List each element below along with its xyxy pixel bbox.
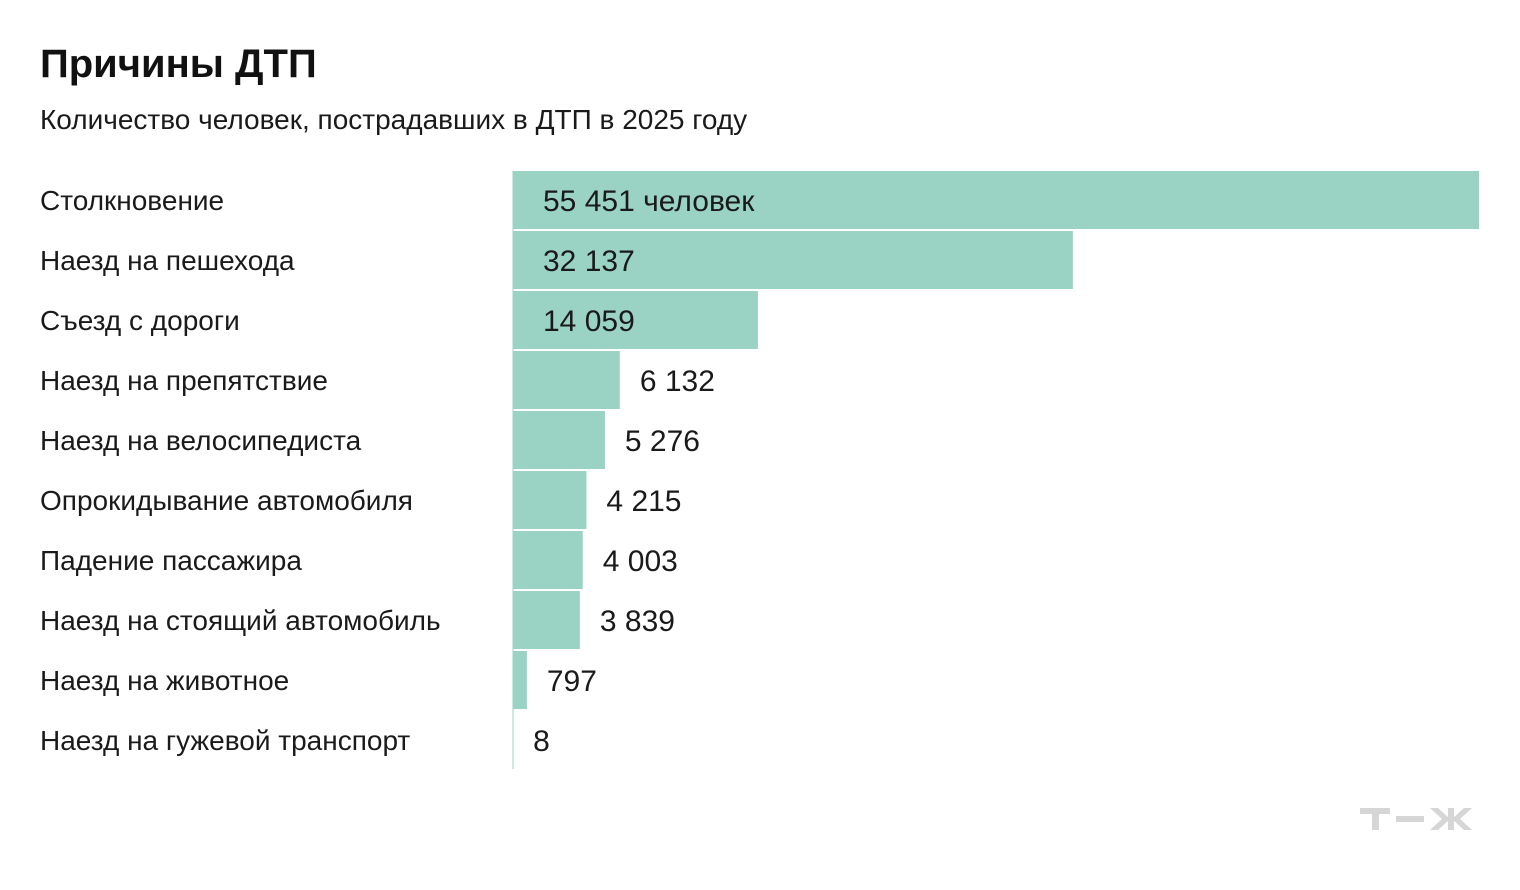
value-label: 6 132: [640, 365, 715, 398]
value-label: 4 215: [606, 485, 681, 518]
category-label: Падение пассажира: [40, 545, 302, 576]
bar: [513, 591, 580, 649]
value-label: 797: [547, 665, 597, 698]
bar: [513, 231, 1073, 289]
category-label: Наезд на животное: [40, 665, 289, 696]
category-label: Столкновение: [40, 185, 224, 216]
chart-subtitle: Количество человек, пострадавших в ДТП в…: [40, 104, 748, 135]
category-label: Опрокидывание автомобиля: [40, 485, 413, 516]
category-label: Наезд на препятствие: [40, 365, 328, 396]
value-label: 5 276: [625, 425, 700, 458]
bar: [513, 651, 527, 709]
value-label: 55 451 человек: [543, 185, 755, 218]
value-label: 8: [533, 725, 550, 758]
tj-logo-icon: [1360, 808, 1472, 830]
value-label: 4 003: [603, 545, 678, 578]
bar: [513, 531, 583, 589]
category-label: Наезд на стоящий автомобиль: [40, 605, 441, 636]
bar: [513, 471, 587, 529]
bar: [513, 291, 758, 349]
category-label: Съезд с дороги: [40, 305, 240, 336]
bar: [513, 351, 620, 409]
category-label: Наезд на велосипедиста: [40, 425, 362, 456]
bar: [513, 171, 1479, 229]
value-label: 32 137: [543, 245, 635, 278]
chart-title: Причины ДТП: [40, 42, 317, 86]
bar: [513, 411, 605, 469]
value-label: 14 059: [543, 305, 635, 338]
value-label: 3 839: [600, 605, 675, 638]
category-label: Наезд на пешехода: [40, 245, 295, 276]
category-label: Наезд на гужевой транспорт: [40, 725, 410, 756]
